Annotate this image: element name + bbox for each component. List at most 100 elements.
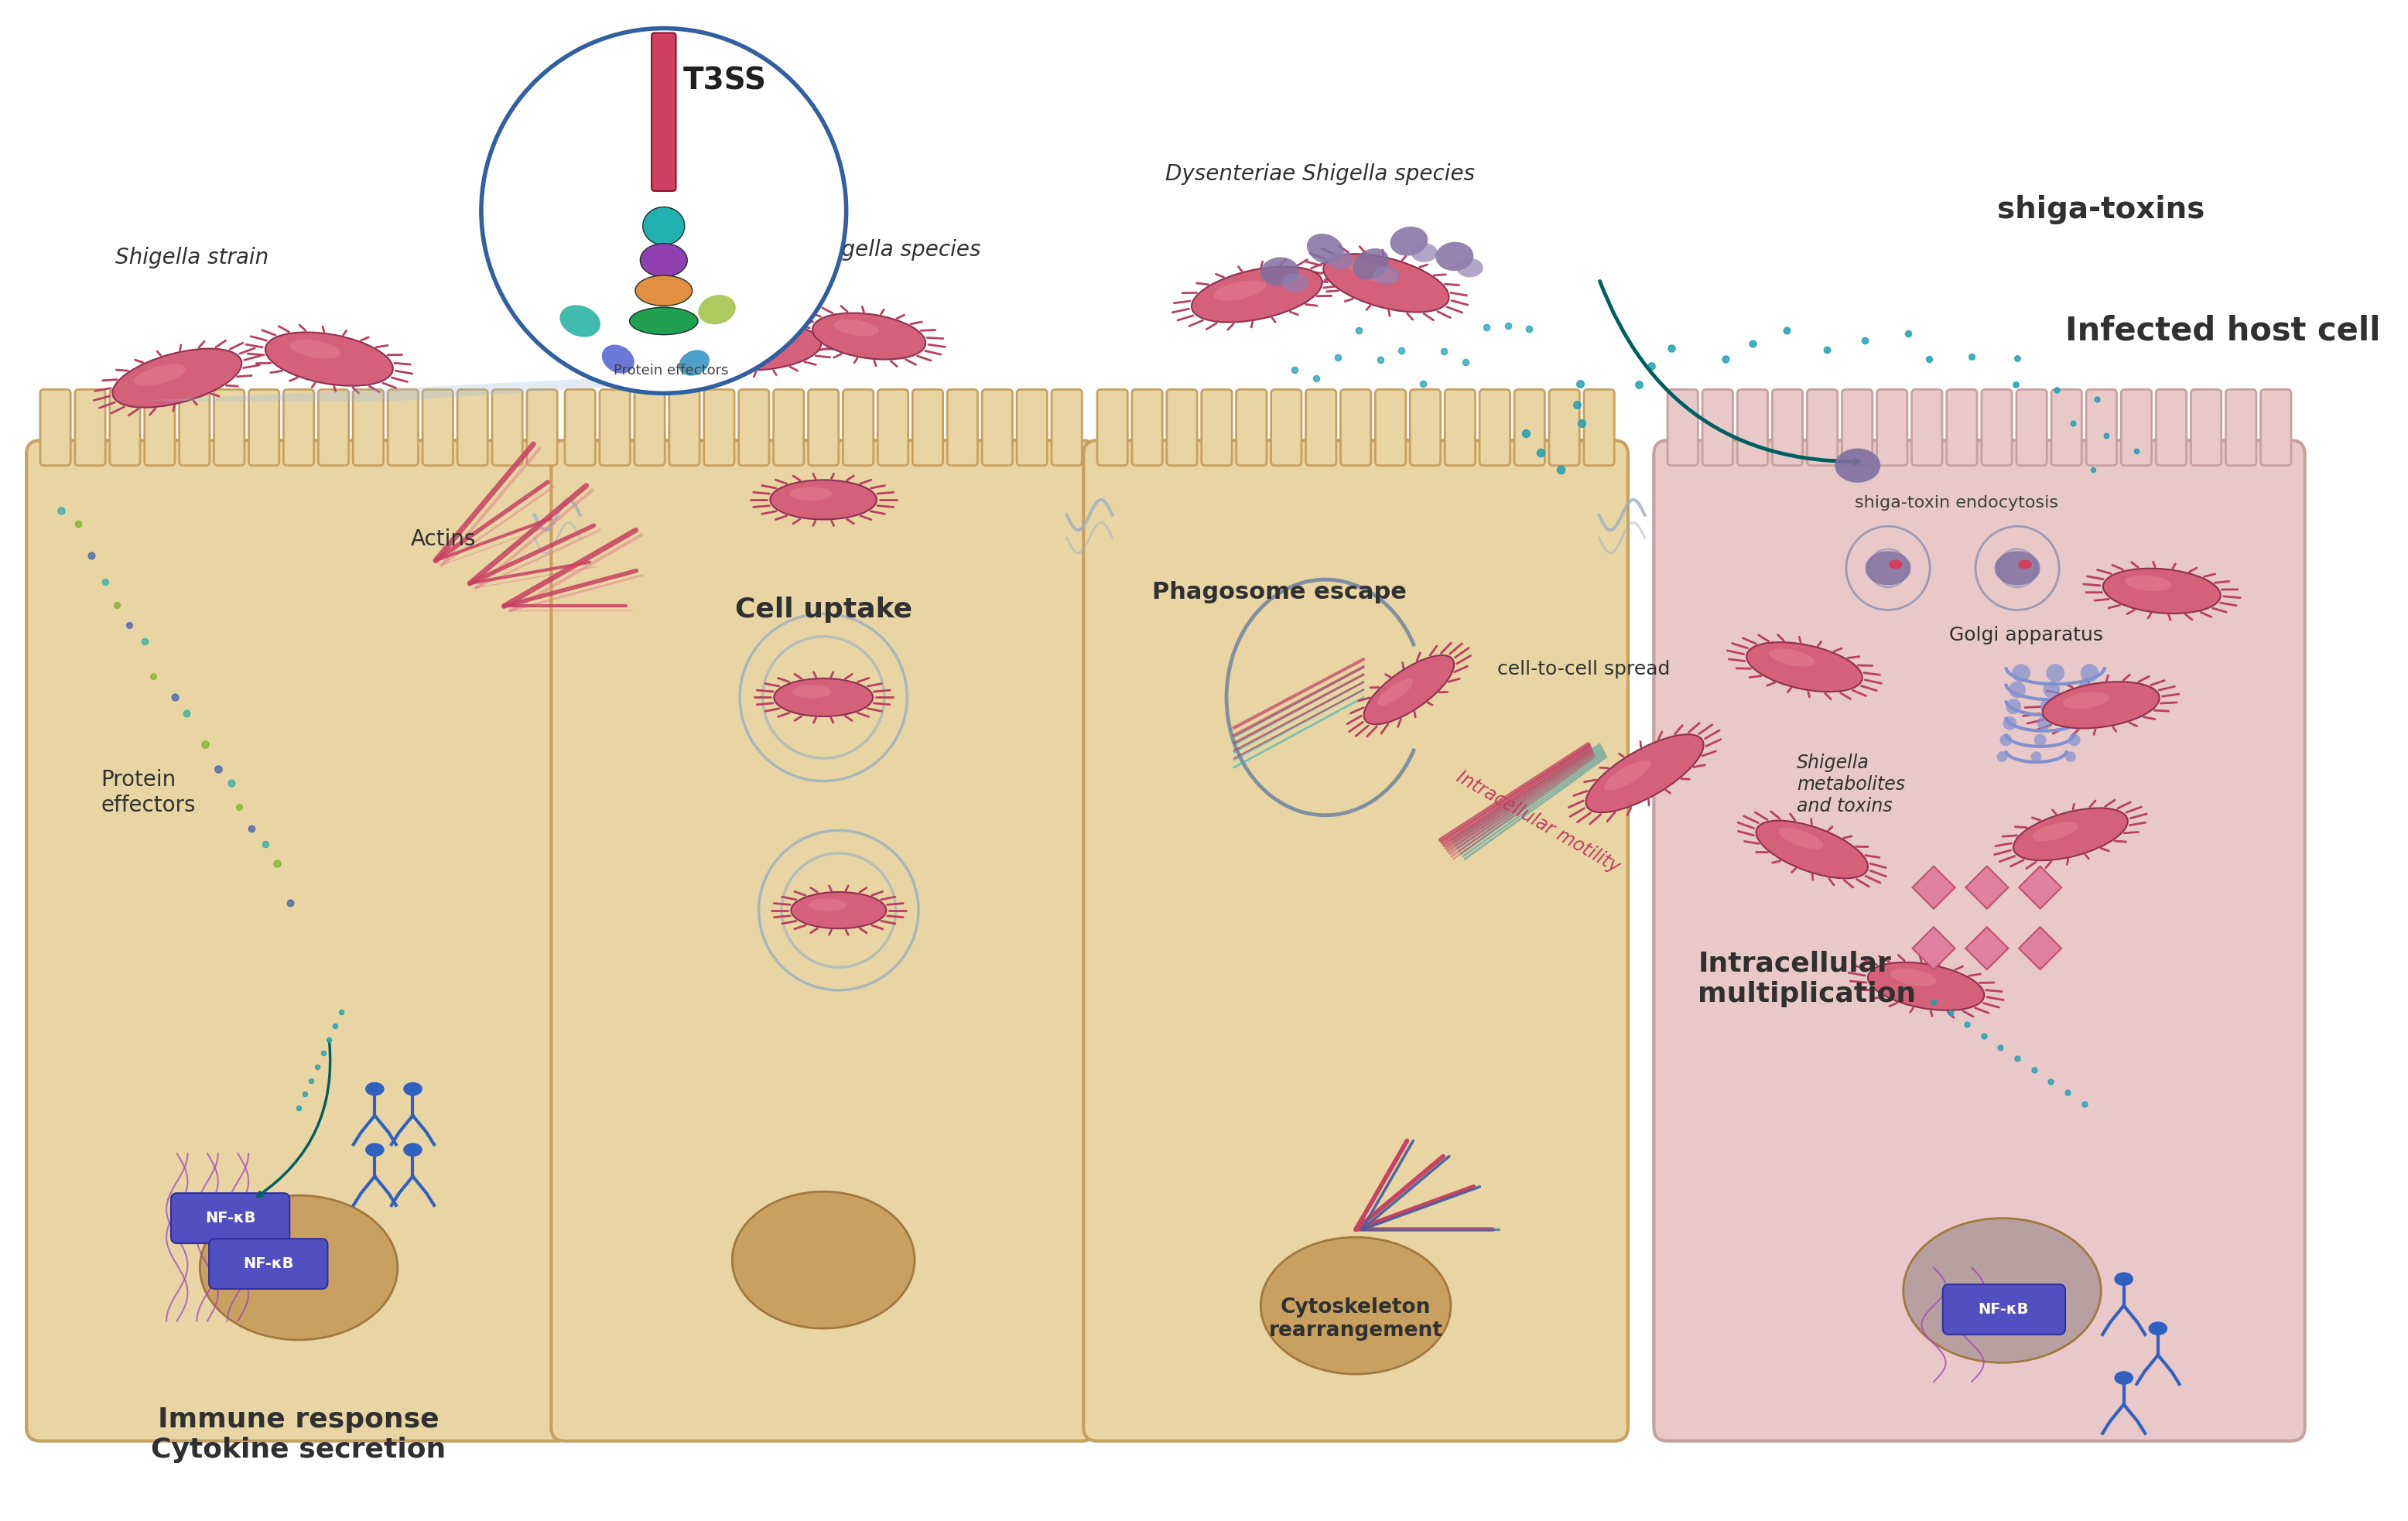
FancyBboxPatch shape [669, 389, 701, 465]
FancyBboxPatch shape [214, 389, 243, 465]
Text: shiga-toxin endocytosis: shiga-toxin endocytosis [1854, 494, 2059, 511]
FancyBboxPatch shape [1982, 389, 2013, 465]
FancyBboxPatch shape [1943, 1284, 2066, 1334]
FancyBboxPatch shape [527, 389, 556, 465]
Text: cell-to-cell spread: cell-to-cell spread [1498, 660, 1671, 678]
Text: Intracellular motility: Intracellular motility [1454, 768, 1623, 876]
Point [185, 733, 224, 757]
FancyBboxPatch shape [1411, 389, 1440, 465]
FancyBboxPatch shape [1132, 389, 1163, 465]
Point [315, 1013, 354, 1037]
FancyBboxPatch shape [1084, 441, 1628, 1440]
Ellipse shape [1324, 254, 1450, 312]
Text: NF-κB: NF-κB [205, 1211, 255, 1226]
Circle shape [2066, 751, 2076, 762]
Point [311, 1027, 349, 1051]
Polygon shape [1912, 865, 1955, 908]
Text: Intracellular
multiplication: Intracellular multiplication [1698, 951, 1917, 1007]
Point [1621, 373, 1659, 397]
Point [272, 890, 311, 914]
Circle shape [2081, 665, 2100, 683]
FancyBboxPatch shape [1806, 389, 1837, 465]
Circle shape [2035, 735, 2047, 747]
Polygon shape [140, 379, 739, 402]
Point [1845, 329, 1883, 353]
Point [1982, 1034, 2020, 1059]
Point [58, 513, 96, 537]
Ellipse shape [402, 1081, 421, 1095]
FancyBboxPatch shape [1666, 389, 1698, 465]
Ellipse shape [1835, 449, 1881, 482]
Ellipse shape [2018, 560, 2032, 569]
FancyBboxPatch shape [2121, 389, 2150, 465]
Circle shape [2030, 751, 2042, 762]
Ellipse shape [289, 339, 340, 359]
FancyBboxPatch shape [171, 1192, 289, 1243]
FancyBboxPatch shape [1515, 389, 1546, 465]
FancyBboxPatch shape [1168, 389, 1197, 465]
Circle shape [2073, 700, 2090, 715]
Point [323, 999, 361, 1024]
FancyBboxPatch shape [178, 389, 209, 465]
Ellipse shape [1994, 551, 2040, 586]
FancyBboxPatch shape [1235, 389, 1267, 465]
Ellipse shape [809, 899, 845, 911]
FancyBboxPatch shape [1479, 389, 1510, 465]
Ellipse shape [698, 295, 737, 324]
Ellipse shape [2032, 821, 2078, 841]
Ellipse shape [1770, 648, 1816, 666]
Point [1404, 371, 1442, 395]
Polygon shape [2018, 865, 2061, 908]
FancyBboxPatch shape [1016, 389, 1047, 465]
Point [1317, 345, 1356, 370]
FancyBboxPatch shape [209, 1238, 327, 1288]
Point [1445, 350, 1483, 374]
Ellipse shape [113, 348, 241, 408]
FancyBboxPatch shape [1702, 389, 1734, 465]
Point [111, 613, 149, 637]
Ellipse shape [1348, 262, 1399, 283]
Ellipse shape [628, 307, 698, 335]
Ellipse shape [2114, 1272, 2133, 1285]
Point [219, 794, 258, 818]
FancyBboxPatch shape [248, 389, 279, 465]
Ellipse shape [1214, 280, 1267, 301]
Point [1910, 347, 1948, 371]
Point [1914, 989, 1953, 1013]
Ellipse shape [366, 1142, 385, 1156]
Ellipse shape [1308, 234, 1344, 265]
Circle shape [2040, 700, 2056, 715]
Point [287, 1081, 325, 1106]
FancyBboxPatch shape [1445, 389, 1476, 465]
Ellipse shape [792, 684, 831, 698]
Polygon shape [1912, 926, 1955, 969]
Point [1298, 367, 1336, 391]
Ellipse shape [135, 364, 185, 386]
FancyBboxPatch shape [633, 389, 665, 465]
FancyBboxPatch shape [1912, 389, 1943, 465]
Point [1633, 354, 1671, 379]
FancyBboxPatch shape [703, 389, 734, 465]
Text: Protein
effectors: Protein effectors [101, 770, 195, 817]
FancyBboxPatch shape [1548, 389, 1580, 465]
Point [2032, 1069, 2071, 1094]
Point [1558, 392, 1597, 417]
FancyBboxPatch shape [1098, 389, 1127, 465]
FancyBboxPatch shape [843, 389, 874, 465]
Ellipse shape [771, 481, 877, 520]
Ellipse shape [643, 207, 684, 245]
Point [1488, 313, 1527, 338]
Ellipse shape [1435, 242, 1474, 271]
Point [1808, 338, 1847, 362]
FancyBboxPatch shape [1842, 389, 1873, 465]
FancyBboxPatch shape [551, 441, 1096, 1440]
Point [1734, 332, 1772, 356]
Ellipse shape [366, 1081, 385, 1095]
Point [1767, 318, 1806, 342]
FancyBboxPatch shape [982, 389, 1011, 465]
Ellipse shape [1888, 560, 1902, 569]
Circle shape [1996, 751, 2008, 762]
Point [2054, 411, 2093, 435]
Text: Shigella
metabolites
and toxins: Shigella metabolites and toxins [1796, 754, 1905, 815]
Ellipse shape [1866, 551, 1912, 586]
